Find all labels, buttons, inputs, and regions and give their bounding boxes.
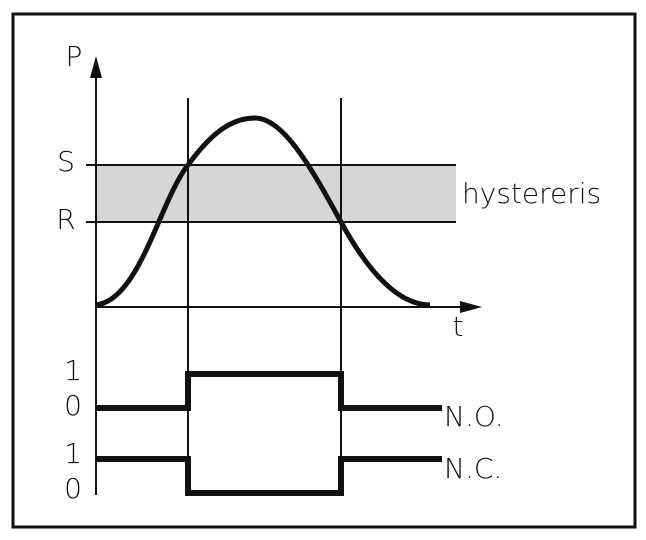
high-label: 1	[64, 354, 82, 387]
y-axis-label: P	[66, 40, 83, 73]
reset-label: R	[56, 203, 75, 236]
nc-signal	[96, 456, 442, 496]
hysteresis-band	[96, 165, 456, 222]
y-axis-arrow	[90, 56, 102, 78]
output-label: N.O.	[444, 400, 504, 433]
set-label: S	[57, 145, 75, 178]
high-label: 1	[64, 437, 82, 470]
low-label: 0	[64, 389, 82, 422]
x-axis-label: t	[453, 310, 464, 343]
x-axis-arrow	[460, 301, 482, 313]
frame	[11, 12, 637, 529]
no-signal	[96, 371, 442, 411]
output-label: N.C.	[444, 452, 502, 485]
band-label: hystereris	[462, 177, 601, 210]
pressure-curve	[95, 115, 431, 308]
low-label: 0	[64, 472, 82, 505]
